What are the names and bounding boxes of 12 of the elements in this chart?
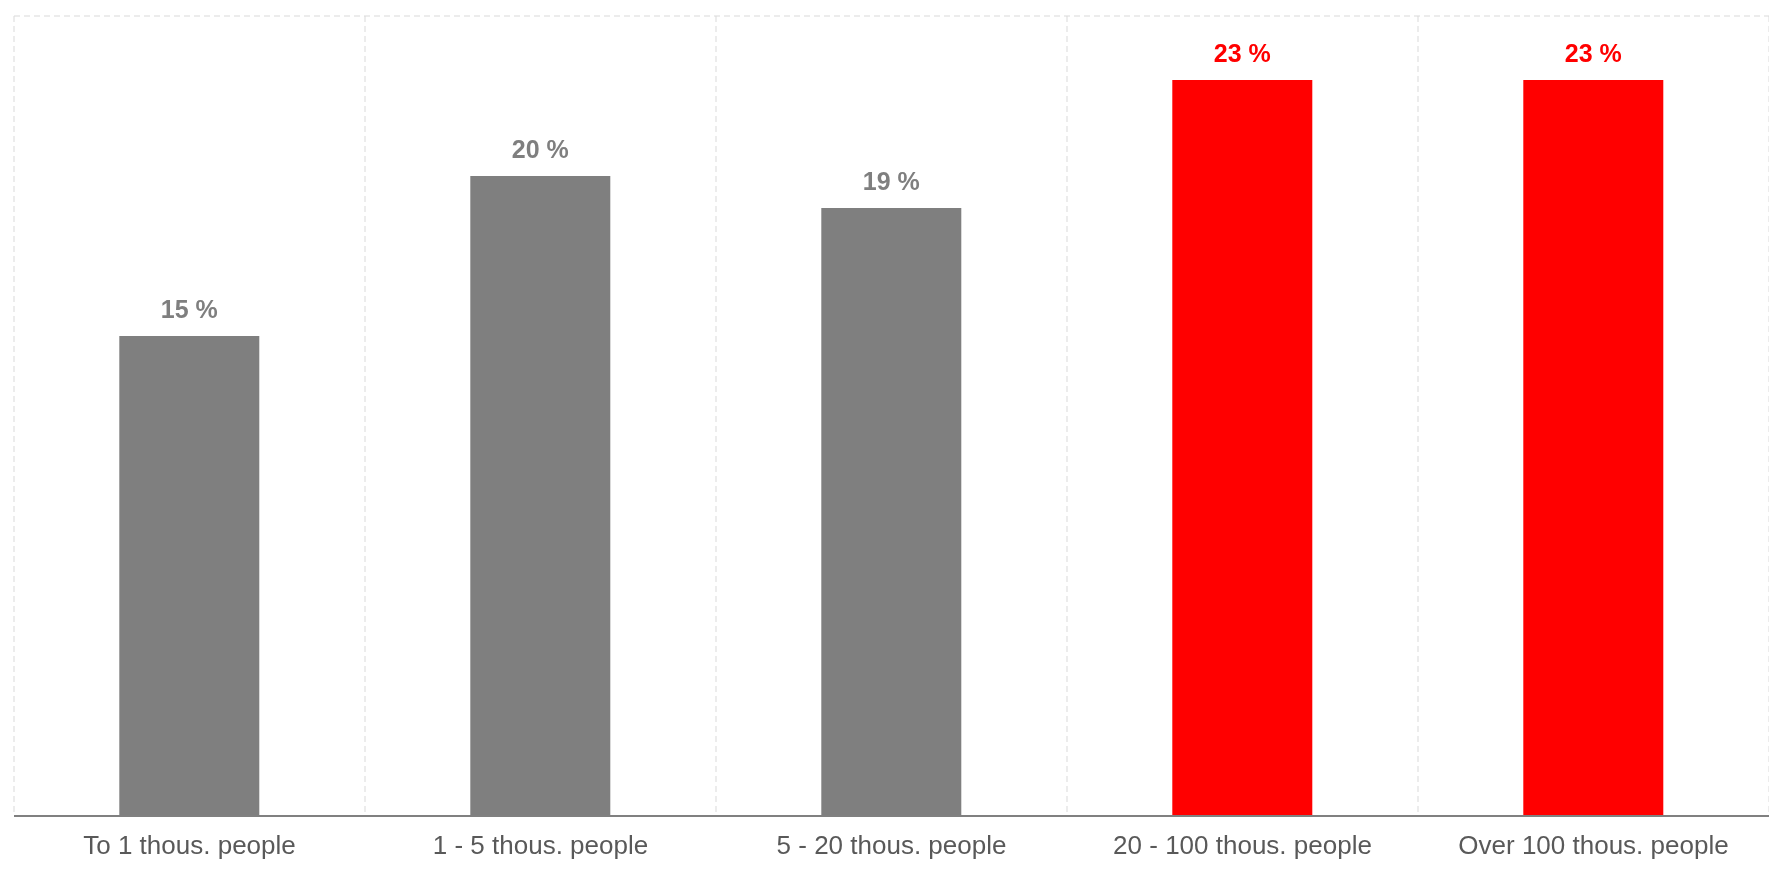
data-label: 23 % <box>1213 39 1271 67</box>
x-tick-label: To 1 thous. people <box>83 830 296 861</box>
data-label: 15 % <box>160 295 218 323</box>
bar <box>1172 80 1313 816</box>
x-tick-label: Over 100 thous. people <box>1458 830 1729 861</box>
x-tick-label: 5 - 20 thous. people <box>776 830 1007 861</box>
data-label: 20 % <box>511 135 569 163</box>
data-label: 23 % <box>1564 39 1622 67</box>
data-label: 19 % <box>862 167 920 195</box>
bar <box>1523 80 1664 816</box>
x-tick-label: 1 - 5 thous. people <box>432 830 649 861</box>
x-tick-label: 20 - 100 thous. people <box>1113 830 1372 861</box>
